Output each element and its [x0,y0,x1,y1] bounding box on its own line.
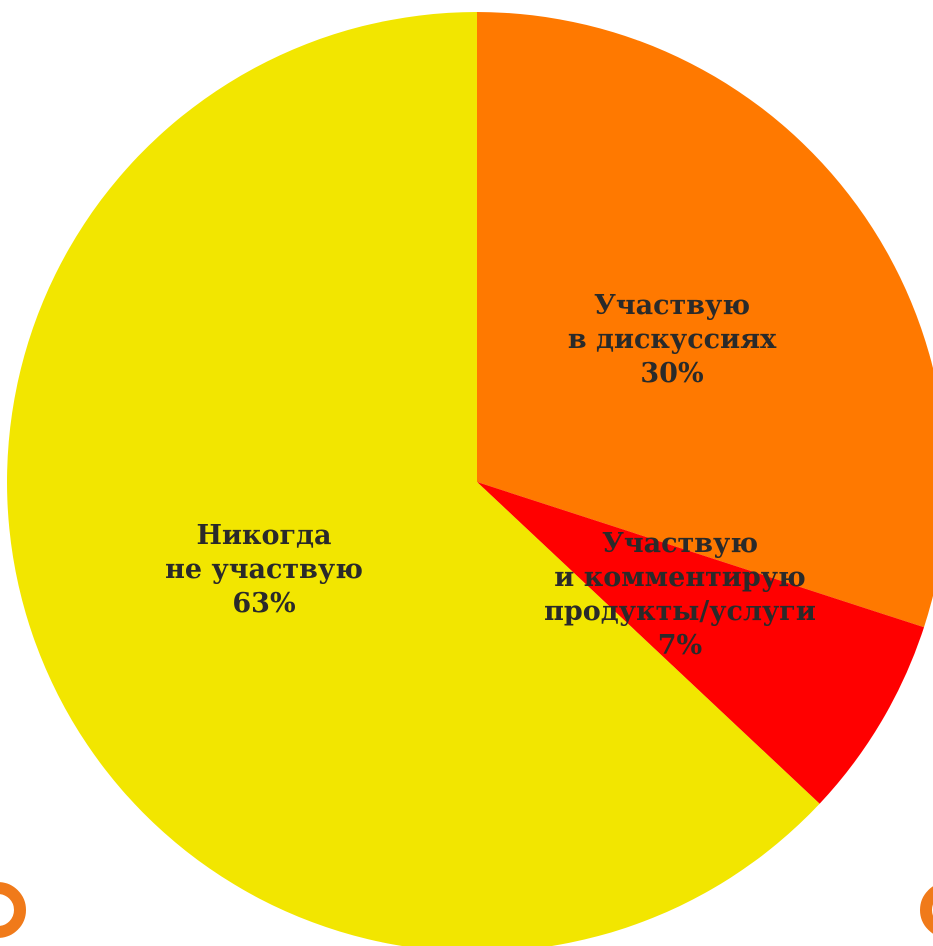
slice-label-1-line-2: в дискуссиях [568,324,777,355]
slice-label-1-line-3: 30% [640,358,703,389]
slice-label-2-line-4: 7% [658,630,702,661]
slice-label-3-line-1: Никогда [196,520,331,551]
slice-label-2-line-3: продукты/услуги [544,596,816,627]
slice-label-1-line-1: Участвую [594,290,750,321]
orange-ring-icon-right [926,888,933,932]
slice-label-2-line-2: и комментирую [554,562,805,593]
slice-label-2-line-1: Участвую [602,528,758,559]
slice-label-3-line-3: 63% [232,588,295,619]
orange-ring-icon-left [0,888,20,932]
slice-label-3-line-2: не участвую [165,554,363,585]
